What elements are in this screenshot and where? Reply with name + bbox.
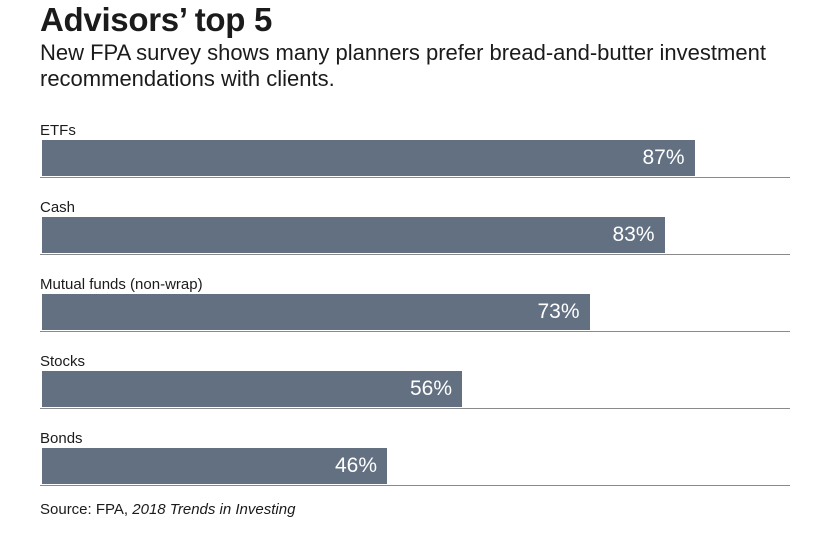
bar-value-label: 83% <box>612 223 655 246</box>
category-label: ETFs <box>40 122 76 139</box>
bar-value-label: 87% <box>642 146 685 169</box>
bar: 83% <box>42 217 665 253</box>
bar-value-label: 46% <box>334 454 377 477</box>
bar-value-label: 56% <box>409 377 452 400</box>
source-prefix: Source: FPA, <box>40 501 133 518</box>
row-baseline <box>40 408 790 409</box>
bar-chart: ETFs 87% Cash 83% Mutual funds (non-wrap) 73%… <box>0 110 840 490</box>
category-label: Bonds <box>40 430 83 447</box>
row-baseline <box>40 254 790 255</box>
source-publication: 2018 Trends in Investing <box>132 501 296 518</box>
category-label: Mutual funds (non-wrap) <box>40 276 203 293</box>
bar: 87% <box>42 140 695 176</box>
row-baseline <box>40 485 790 486</box>
bar: 46% <box>42 448 387 484</box>
chart-title: Advisors’ top 5 <box>40 1 273 38</box>
chart-subtitle: New FPA survey shows many planners prefe… <box>40 40 766 91</box>
row-baseline <box>40 177 790 178</box>
bar: 56% <box>42 371 462 407</box>
source-note: Source: FPA, 2018 Trends in Investing <box>40 500 295 520</box>
row-baseline <box>40 331 790 332</box>
category-label: Cash <box>40 199 76 216</box>
bar: 73% <box>42 294 590 330</box>
category-label: Stocks <box>40 353 86 370</box>
bar-value-label: 73% <box>537 300 580 323</box>
